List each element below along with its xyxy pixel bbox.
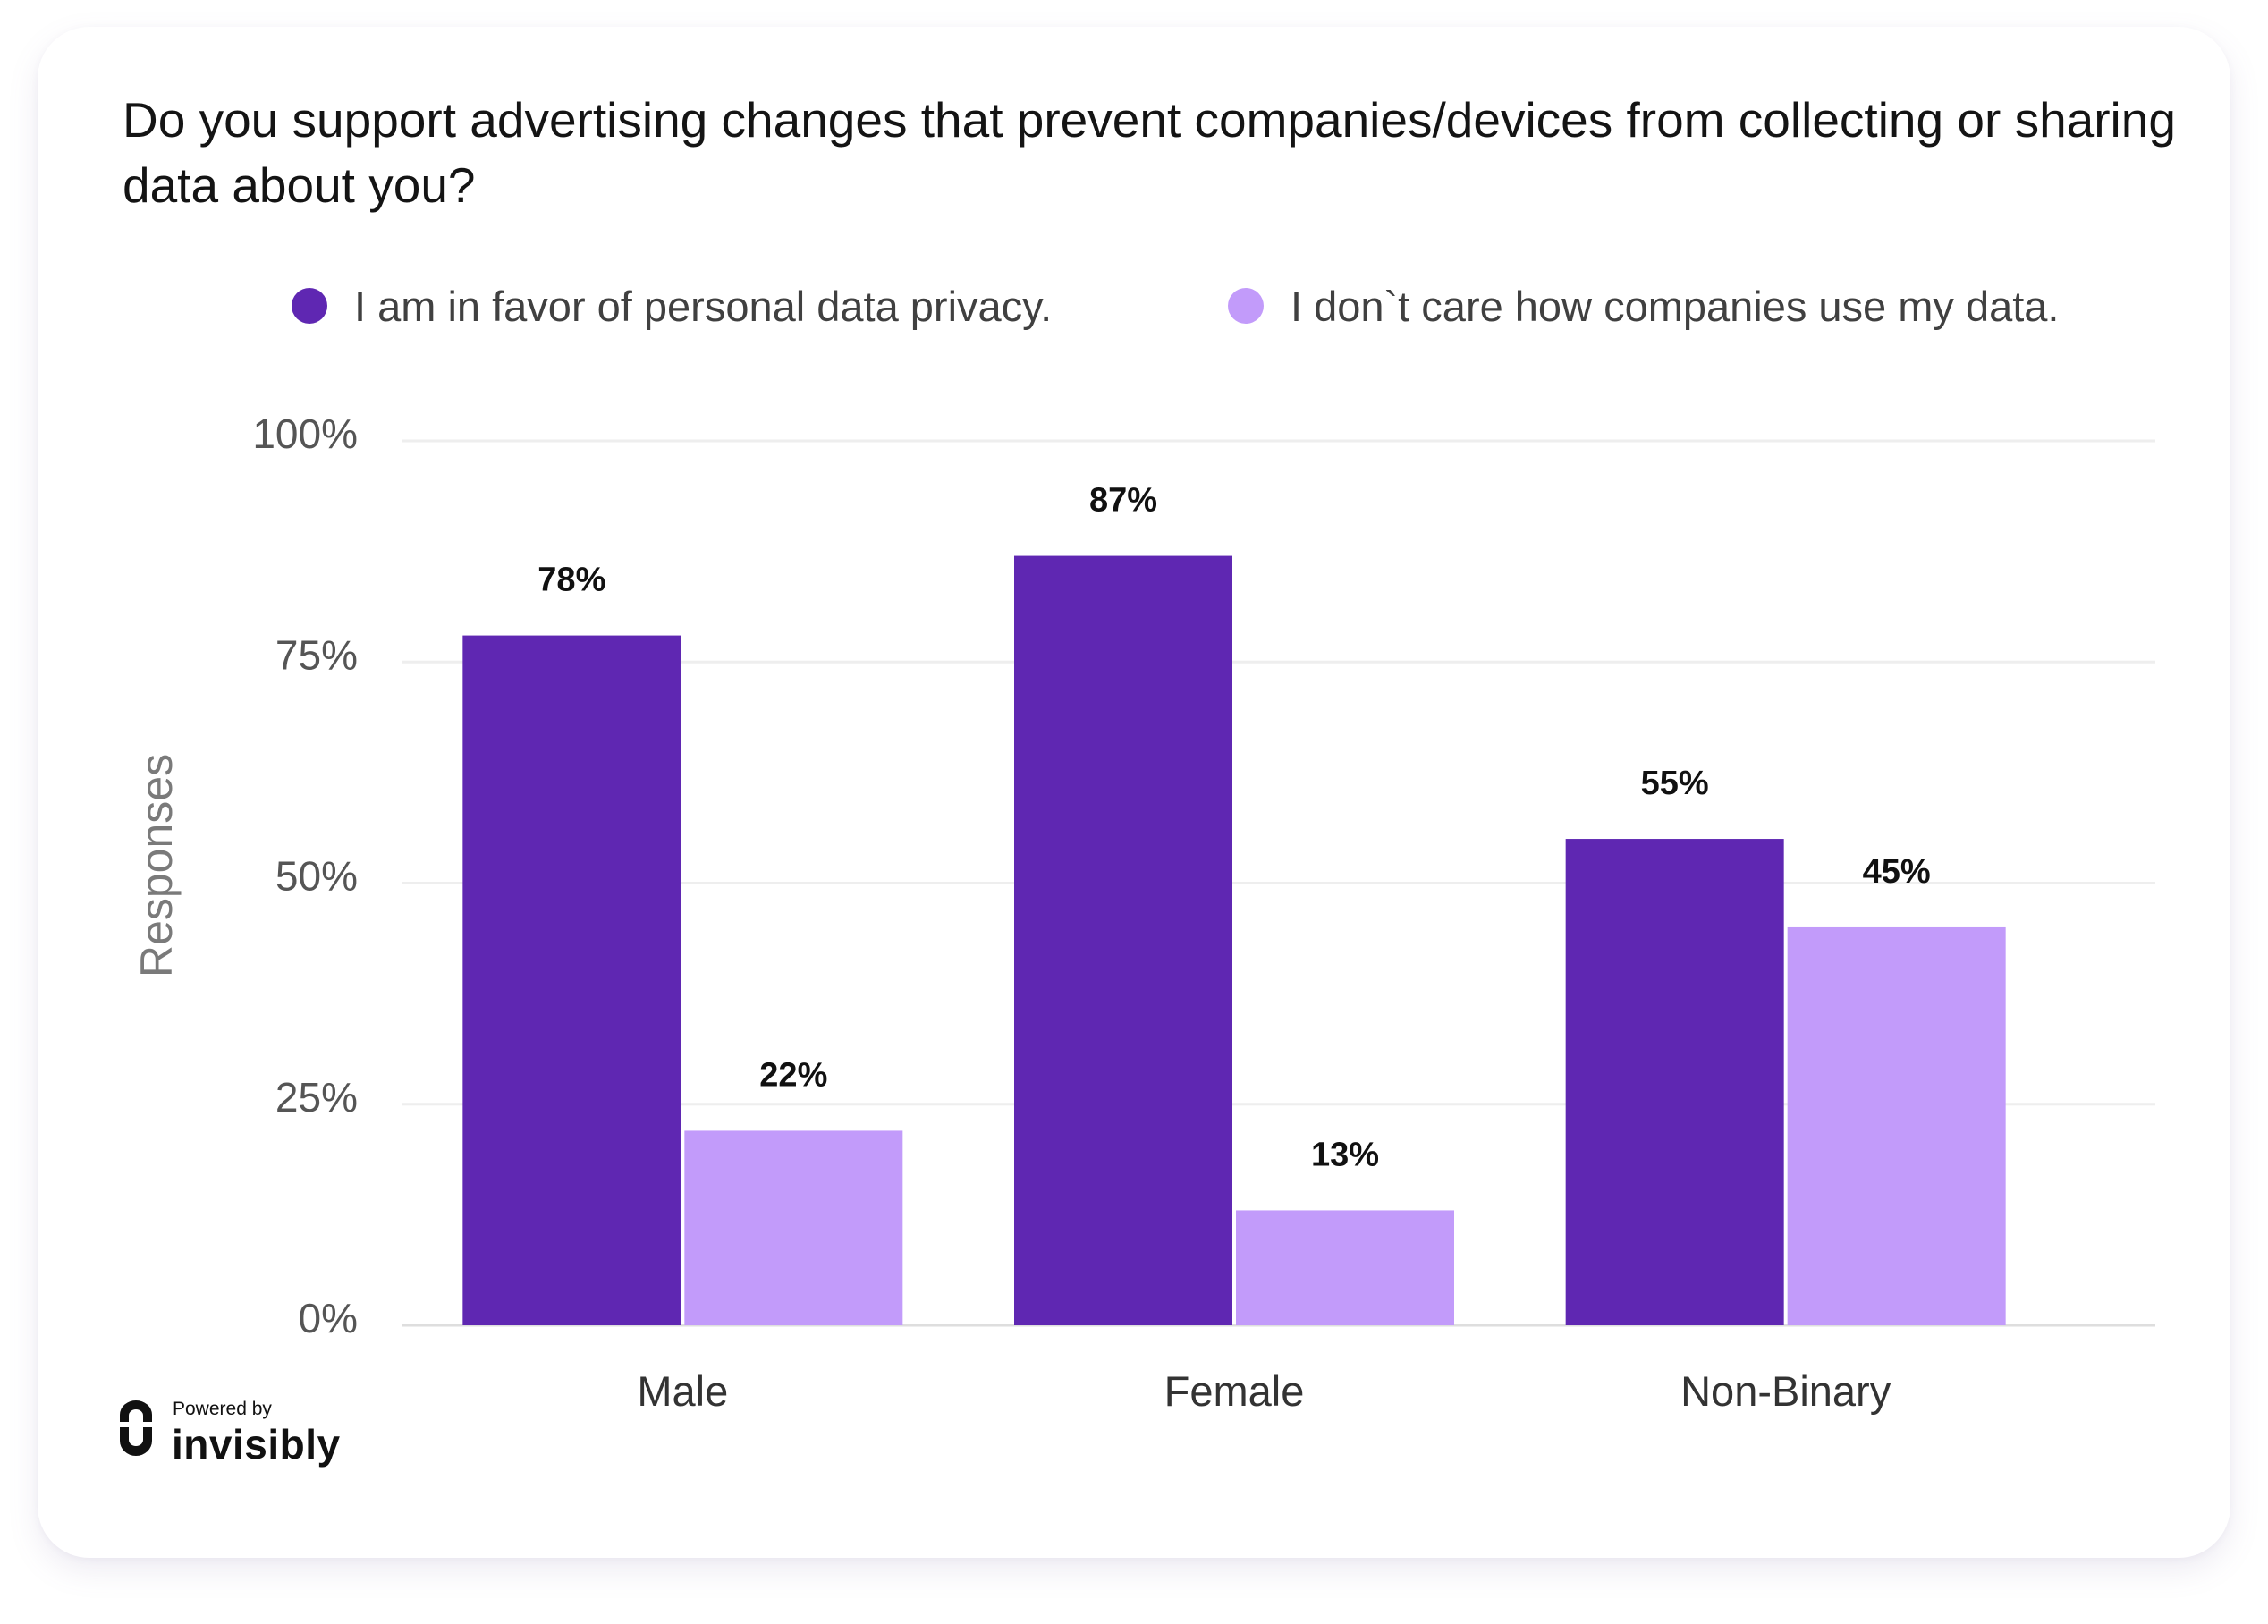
y-tick-label-75: 75% bbox=[275, 631, 358, 678]
x-tick-label-male: Male bbox=[637, 1367, 728, 1415]
bar-non-binary-series-2 bbox=[1787, 926, 2006, 1325]
legend-swatch-privacy bbox=[292, 288, 327, 324]
legend-item-privacy: I am in favor of personal data privacy. bbox=[292, 279, 1052, 333]
invisibly-wordmark: invisibly bbox=[172, 1421, 341, 1468]
y-tick-label-50: 50% bbox=[275, 853, 358, 900]
legend-item-dont-care: I don`t care how companies use my data. bbox=[1228, 279, 2060, 333]
invisibly-logo-icon bbox=[120, 1400, 152, 1456]
bar-male-series-1 bbox=[462, 635, 681, 1325]
y-tick-label-25: 25% bbox=[275, 1074, 358, 1121]
bar-male-series-2 bbox=[684, 1130, 903, 1325]
legend-label-privacy: I am in favor of personal data privacy. bbox=[354, 282, 1053, 330]
x-tick-label-female: Female bbox=[1164, 1367, 1305, 1415]
bar-female-series-2 bbox=[1236, 1210, 1454, 1325]
legend-label-dont-care: I don`t care how companies use my data. bbox=[1291, 282, 2060, 330]
value-label-male-series-1: 78% bbox=[537, 562, 605, 599]
y-tick-label-100: 100% bbox=[252, 410, 358, 457]
value-label-non-binary-series-2: 45% bbox=[1863, 853, 1931, 891]
value-label-male-series-2: 22% bbox=[759, 1056, 827, 1094]
chart-title: Do you support advertising changes that … bbox=[123, 92, 2176, 213]
powered-by-invisibly: Powered by invisibly bbox=[120, 1395, 352, 1468]
value-label-female-series-1: 87% bbox=[1089, 482, 1157, 520]
legend-swatch-dont-care bbox=[1228, 288, 1264, 324]
bar-female-series-1 bbox=[1014, 555, 1232, 1325]
value-label-non-binary-series-1: 55% bbox=[1641, 765, 1709, 802]
bar-non-binary-series-1 bbox=[1565, 839, 1784, 1325]
value-label-female-series-2: 13% bbox=[1311, 1136, 1379, 1173]
x-tick-label-non-binary: Non-Binary bbox=[1680, 1367, 1891, 1415]
y-tick-label-0: 0% bbox=[299, 1295, 358, 1341]
powered-by-label: Powered by bbox=[173, 1399, 272, 1419]
y-axis-title: Responses bbox=[131, 754, 182, 977]
